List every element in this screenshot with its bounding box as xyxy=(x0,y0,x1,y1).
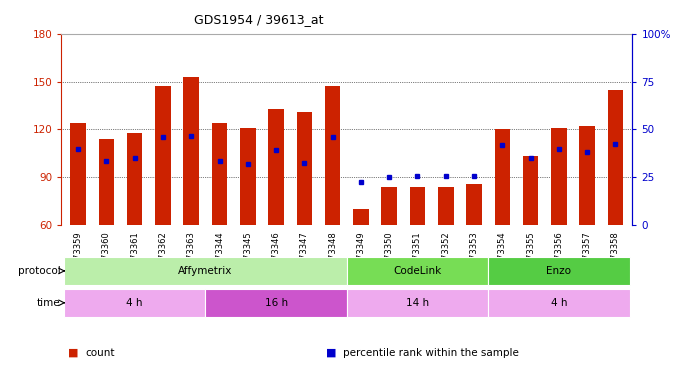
Bar xyxy=(410,187,425,225)
Text: CodeLink: CodeLink xyxy=(393,266,441,276)
Bar xyxy=(296,112,312,225)
Text: 14 h: 14 h xyxy=(406,298,429,308)
Bar xyxy=(488,289,630,317)
Bar xyxy=(523,156,539,225)
Bar xyxy=(347,289,488,317)
Text: 4 h: 4 h xyxy=(126,298,143,308)
Bar xyxy=(184,77,199,225)
Bar xyxy=(64,289,205,317)
Bar xyxy=(269,109,284,225)
Bar xyxy=(466,184,482,225)
Bar xyxy=(64,257,347,285)
Bar xyxy=(353,209,369,225)
Text: GDS1954 / 39613_at: GDS1954 / 39613_at xyxy=(194,13,323,26)
Text: protocol: protocol xyxy=(18,266,61,276)
Bar xyxy=(438,187,454,225)
Text: ■: ■ xyxy=(68,348,78,357)
Bar xyxy=(494,129,510,225)
Bar xyxy=(127,133,143,225)
Bar xyxy=(211,123,227,225)
Text: time: time xyxy=(37,298,61,308)
Bar xyxy=(325,86,341,225)
Bar xyxy=(488,257,630,285)
Text: percentile rank within the sample: percentile rank within the sample xyxy=(343,348,520,357)
Text: ■: ■ xyxy=(326,348,337,357)
Text: Enzo: Enzo xyxy=(546,266,571,276)
Bar xyxy=(155,86,171,225)
Bar xyxy=(71,123,86,225)
Bar xyxy=(381,187,397,225)
Bar xyxy=(579,126,595,225)
Text: Affymetrix: Affymetrix xyxy=(178,266,233,276)
Text: 16 h: 16 h xyxy=(265,298,288,308)
Text: 4 h: 4 h xyxy=(551,298,567,308)
Bar xyxy=(551,128,566,225)
Text: count: count xyxy=(85,348,114,357)
Bar xyxy=(240,128,256,225)
Bar xyxy=(99,139,114,225)
Bar xyxy=(205,289,347,317)
Bar xyxy=(347,257,488,285)
Bar xyxy=(608,90,623,225)
